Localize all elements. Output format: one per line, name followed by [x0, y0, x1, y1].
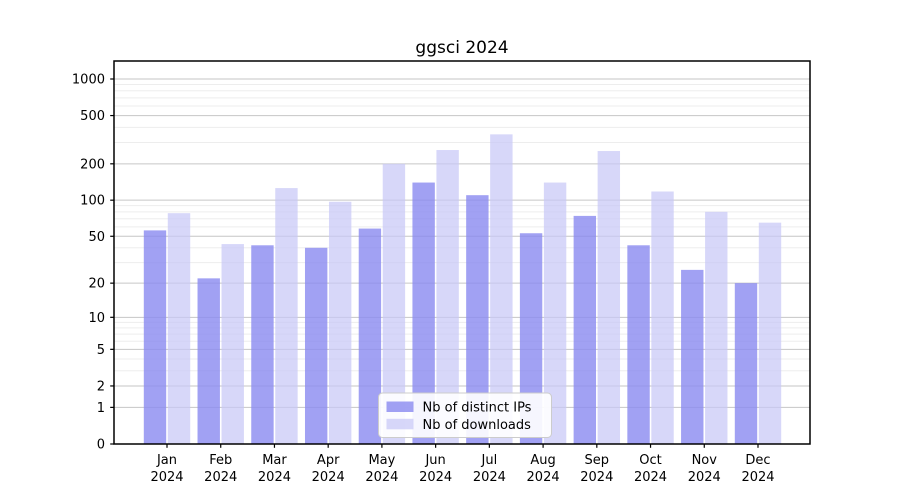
y-axis-tick-label: 500 [80, 109, 105, 124]
axes-frame-layer [113, 60, 811, 445]
x-axis-tick-label-month: Feb [209, 453, 232, 468]
x-axis-tick-label-month: Mar [262, 453, 287, 468]
x-axis-tick-label-year: 2024 [634, 470, 667, 485]
bar-downloads [597, 151, 621, 445]
bar-downloads [382, 163, 406, 444]
bar-downloads [275, 188, 298, 444]
x-axis-tick-label-year: 2024 [204, 470, 237, 485]
x-axis-tick-label-month: Apr [317, 453, 340, 468]
y-axis-tick-label: 100 [80, 194, 105, 209]
legend-swatch-distinct-ips [386, 401, 414, 412]
chart-title: ggsci 2024 [415, 38, 508, 58]
bar-downloads [705, 211, 728, 444]
bar-distinct-ips [412, 182, 435, 445]
x-axis-tick-label-month: Jun [424, 453, 445, 468]
x-axis-tick-label-month: Jan [156, 453, 177, 468]
bar-distinct-ips [734, 283, 758, 444]
bar-distinct-ips [681, 269, 704, 444]
bar-downloads [758, 222, 782, 444]
x-axis-tick-label-year: 2024 [527, 470, 560, 485]
x-axis-tick-label-year: 2024 [688, 470, 721, 485]
x-axis-tick-label-year: 2024 [419, 470, 452, 485]
y-axis-tick-label: 1000 [72, 72, 105, 87]
bar-downloads [221, 244, 244, 444]
bar-downloads [490, 134, 513, 444]
bars-layer [143, 134, 782, 445]
y-axis-tick-label: 20 [88, 277, 105, 292]
y-axis-tick-label: 10 [88, 311, 105, 326]
y-axis-tick-label: 50 [88, 230, 105, 245]
x-axis-tick-label-year: 2024 [150, 470, 183, 485]
plot-frame [113, 60, 811, 445]
bar-downloads [543, 182, 567, 445]
x-axis-tick-label-month: Sep [585, 453, 610, 468]
bar-distinct-ips [304, 247, 328, 444]
bar-distinct-ips [143, 230, 167, 444]
bar-distinct-ips [627, 245, 650, 444]
y-axis-tick-label: 1 [97, 401, 105, 416]
y-axis-tick-label: 0 [97, 438, 105, 453]
y-axis-tick-label: 2 [97, 379, 105, 394]
bar-distinct-ips [197, 278, 220, 444]
bar-downloads [436, 150, 459, 444]
y-axis-tick-label: 200 [80, 157, 105, 172]
x-axis-tick-label-month: Nov [692, 453, 718, 468]
x-axis-tick-label-month: Jul [481, 453, 498, 468]
legend: Nb of distinct IPs Nb of downloads [378, 392, 552, 438]
bar-downloads [328, 201, 352, 444]
bar-downloads [651, 191, 674, 444]
x-axis-tick-label-year: 2024 [473, 470, 506, 485]
bar-distinct-ips [466, 195, 489, 444]
x-axis-tick-label-year: 2024 [312, 470, 345, 485]
ticks-layer: 0 1 2 5 10 20 50 100 200 500 1000 Jan 2024 Feb 2024 Mar… [72, 72, 775, 485]
bar-downloads [167, 213, 191, 444]
x-axis-tick-label-year: 2024 [741, 470, 774, 485]
x-axis-tick-label-year: 2024 [365, 470, 398, 485]
bar-distinct-ips [519, 233, 543, 444]
bar-distinct-ips [573, 215, 597, 444]
x-axis-tick-label-year: 2024 [580, 470, 613, 485]
x-axis-tick-label-month: May [368, 453, 395, 468]
x-axis-tick-label-year: 2024 [258, 470, 291, 485]
x-axis-tick-label-month: Dec [745, 453, 770, 468]
legend-label: Nb of distinct IPs [423, 401, 532, 416]
x-axis-tick-label-month: Aug [530, 453, 555, 468]
legend-box [378, 392, 552, 438]
y-axis-tick-label: 5 [97, 343, 105, 358]
legend-swatch-downloads [386, 418, 414, 430]
legend-label: Nb of downloads [423, 418, 532, 433]
x-axis-tick-label-month: Oct [639, 453, 661, 468]
bar-distinct-ips [358, 228, 382, 444]
bar-distinct-ips [251, 245, 274, 444]
